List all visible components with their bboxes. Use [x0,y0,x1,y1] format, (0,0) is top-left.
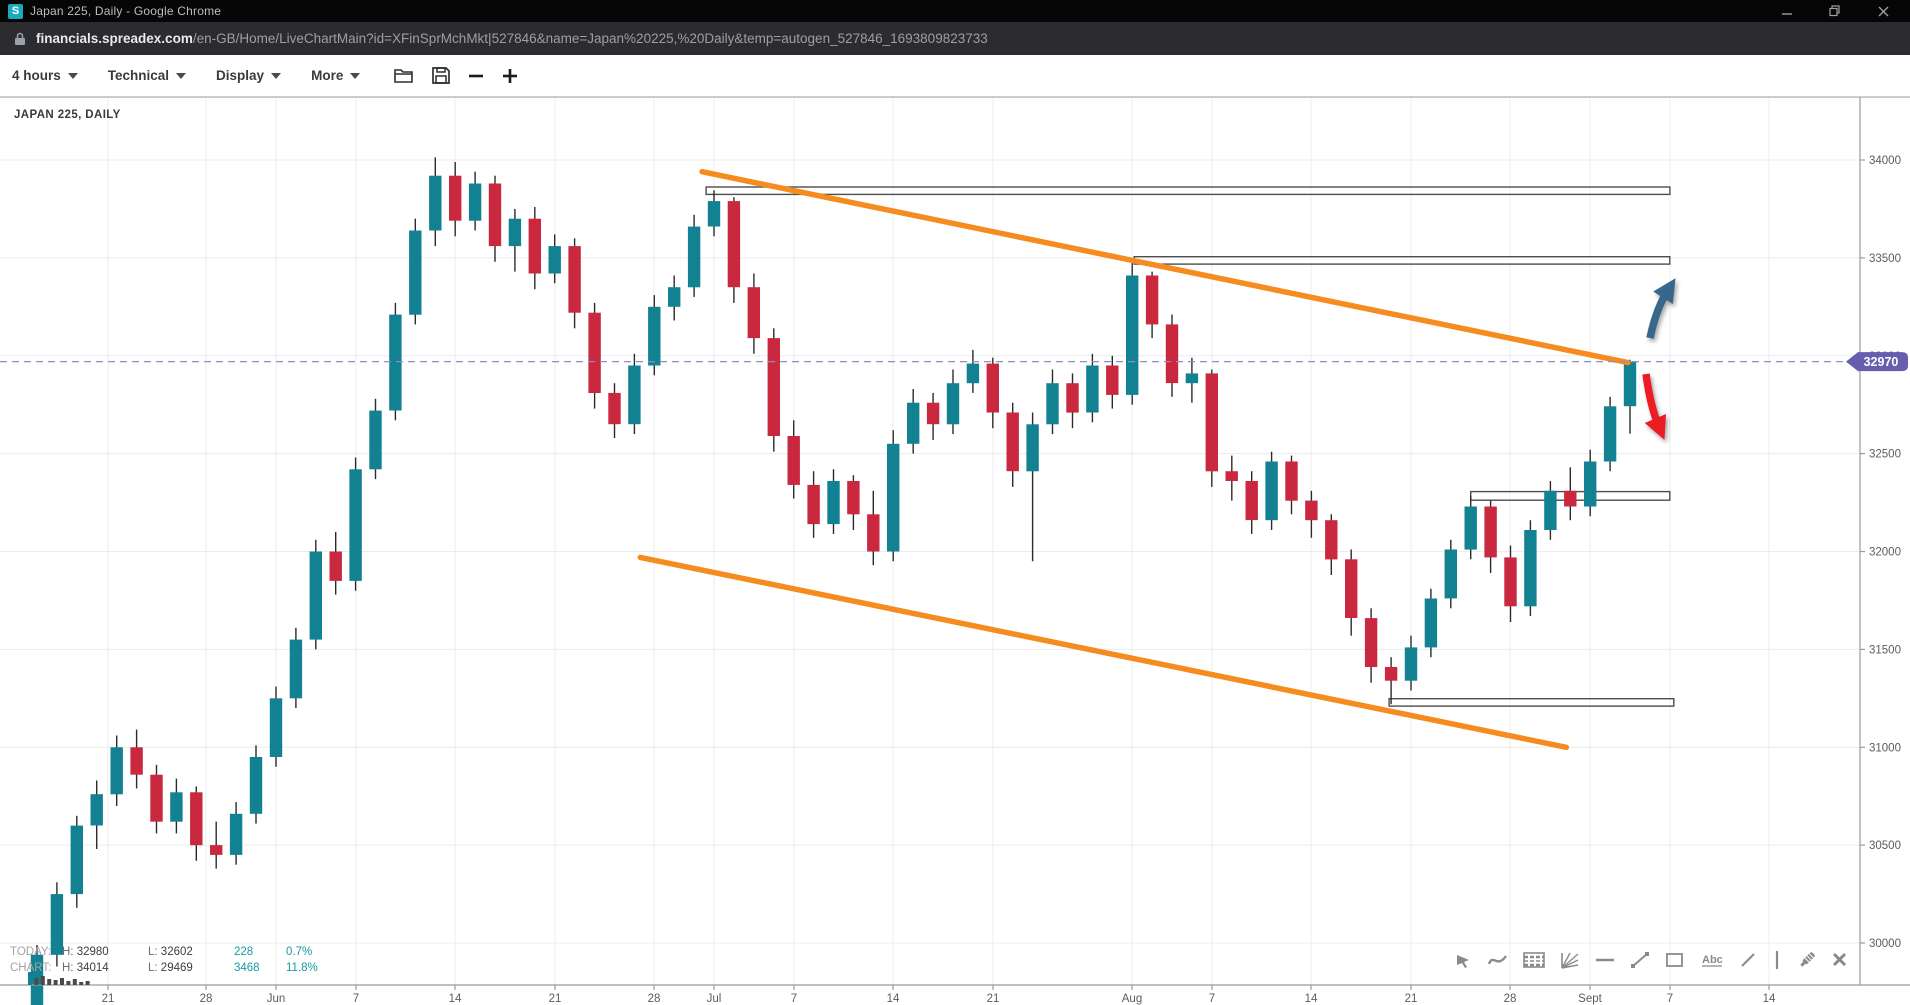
svg-text:7: 7 [1209,993,1215,1005]
today-high: 32980 [76,946,109,958]
close-icon[interactable] [1872,3,1894,19]
volume-bar [79,982,84,985]
restore-icon[interactable] [1824,3,1846,19]
svg-text:21: 21 [102,993,115,1005]
menu-display[interactable]: Display [216,68,282,83]
svg-text:14: 14 [887,993,900,1005]
support-box-4 [1388,698,1675,707]
menu-technical[interactable]: Technical [108,68,187,83]
tool-fan-lines-icon[interactable] [1560,951,1580,969]
svg-text:28: 28 [648,993,661,1005]
zoom-in-icon[interactable] [502,68,518,84]
window-title: Japan 225, Daily - Google Chrome [30,4,222,18]
tool-text-icon[interactable]: Abc [1700,951,1724,969]
volume-bar [60,978,64,985]
chevron-down-icon [67,72,78,79]
volume-bar [53,980,58,985]
chevron-down-icon [271,72,282,79]
svg-text:Jul: Jul [707,993,722,1005]
chevron-down-icon [350,72,361,79]
tool-fib-grid-icon[interactable] [1523,951,1545,969]
spreadex-logo-icon: S [8,3,23,19]
svg-text:28: 28 [200,993,213,1005]
volume-bar [40,976,45,985]
address-bar[interactable]: financials.spreadex.com/en-GB/Home/LiveC… [0,22,1910,55]
svg-text:33500: 33500 [1869,253,1901,265]
lower-channel-line [637,554,1570,751]
price-badge [1846,352,1908,372]
tool-diagonal-line-icon[interactable] [1739,951,1757,969]
svg-text:32500: 32500 [1869,449,1901,461]
today-change: 228 [234,946,254,958]
window-titlebar: S Japan 225, Daily - Google Chrome [0,0,1910,22]
svg-text:30500: 30500 [1869,840,1901,852]
svg-text:7: 7 [353,993,359,1005]
volume-bar [47,979,52,985]
tool-curve-icon[interactable] [1488,951,1508,969]
price-badge-value: 32970 [1864,355,1899,369]
today-stats-row: TODAY: H: 32980 L: 32602 228 0.7% [10,946,313,958]
svg-text:21: 21 [987,993,1000,1005]
resistance-box-2 [1133,255,1671,265]
volume-bar [34,978,39,985]
chart-change: 3468 [234,962,260,974]
volume-bar [72,979,77,985]
volume-bar [85,981,90,985]
svg-text:Abc: Abc [1702,954,1723,966]
tool-trend-line-icon[interactable] [1630,951,1650,969]
today-change-pct: 0.7% [286,946,313,958]
chart-stats-row: CHART: H: 34014 L: 29469 3468 11.8% [10,962,318,974]
svg-text:21: 21 [549,993,562,1005]
resistance-box-1 [705,186,1671,196]
save-icon[interactable] [432,67,451,84]
svg-text:32000: 32000 [1869,547,1901,559]
zoom-out-icon[interactable] [468,68,484,84]
svg-text:14: 14 [449,993,462,1005]
tool-horizontal-line-icon[interactable] [1595,951,1615,969]
bullish-arrow [1646,278,1676,339]
svg-text:Aug: Aug [1122,993,1142,1005]
tool-delete-icon[interactable] [1832,952,1848,968]
svg-text:21: 21 [1405,993,1418,1005]
chart-toolbar: 4 hours Technical Display More [0,55,1910,97]
svg-text:Jun: Jun [267,993,286,1005]
upper-channel-line [699,168,1631,366]
chart-title: JAPAN 225, DAILY [14,109,121,121]
candlestick-chart[interactable]: 3400033500330003250032000315003100030500… [0,97,1910,1005]
chart-label: CHART: [10,962,52,974]
today-label: TODAY: [10,946,52,958]
today-low: 32602 [160,946,193,958]
svg-text:30000: 30000 [1869,938,1901,950]
svg-text:31000: 31000 [1869,742,1901,754]
url-domain: financials.spreadex.com [36,31,193,46]
drawing-toolbar: Abc [1455,950,1848,970]
svg-text:28: 28 [1504,993,1517,1005]
bearish-arrow [1642,373,1667,440]
tool-rectangle-icon[interactable] [1665,951,1685,969]
chevron-down-icon [176,72,187,79]
tool-vertical-line-icon[interactable] [1772,950,1782,970]
open-folder-icon[interactable] [394,67,414,84]
minimize-icon[interactable] [1776,3,1798,19]
chart-area: 3400033500330003250032000315003100030500… [0,97,1910,1005]
menu-more[interactable]: More [311,68,361,83]
svg-text:14: 14 [1763,993,1776,1005]
svg-text:Sept: Sept [1578,993,1602,1005]
svg-text:31500: 31500 [1869,644,1901,656]
svg-text:7: 7 [1667,993,1673,1005]
chart-high: 34014 [76,962,109,974]
chart-low: 29469 [160,962,193,974]
volume-bar [28,972,32,985]
url-path: /en-GB/Home/LiveChartMain?id=XFinSprMchM… [192,31,988,46]
volume-bar [66,981,71,985]
svg-text:14: 14 [1305,993,1318,1005]
svg-text:34000: 34000 [1869,155,1901,167]
lock-icon[interactable] [14,32,26,46]
tool-marker-icon[interactable] [1797,950,1817,970]
menu-4-hours[interactable]: 4 hours [12,68,78,83]
tool-pointer-icon[interactable] [1455,951,1473,969]
price-stats: TODAY: H: 32980 L: 32602 228 0.7% CHART:… [10,944,318,976]
svg-text:7: 7 [791,993,797,1005]
chart-change-pct: 11.8% [286,962,318,974]
